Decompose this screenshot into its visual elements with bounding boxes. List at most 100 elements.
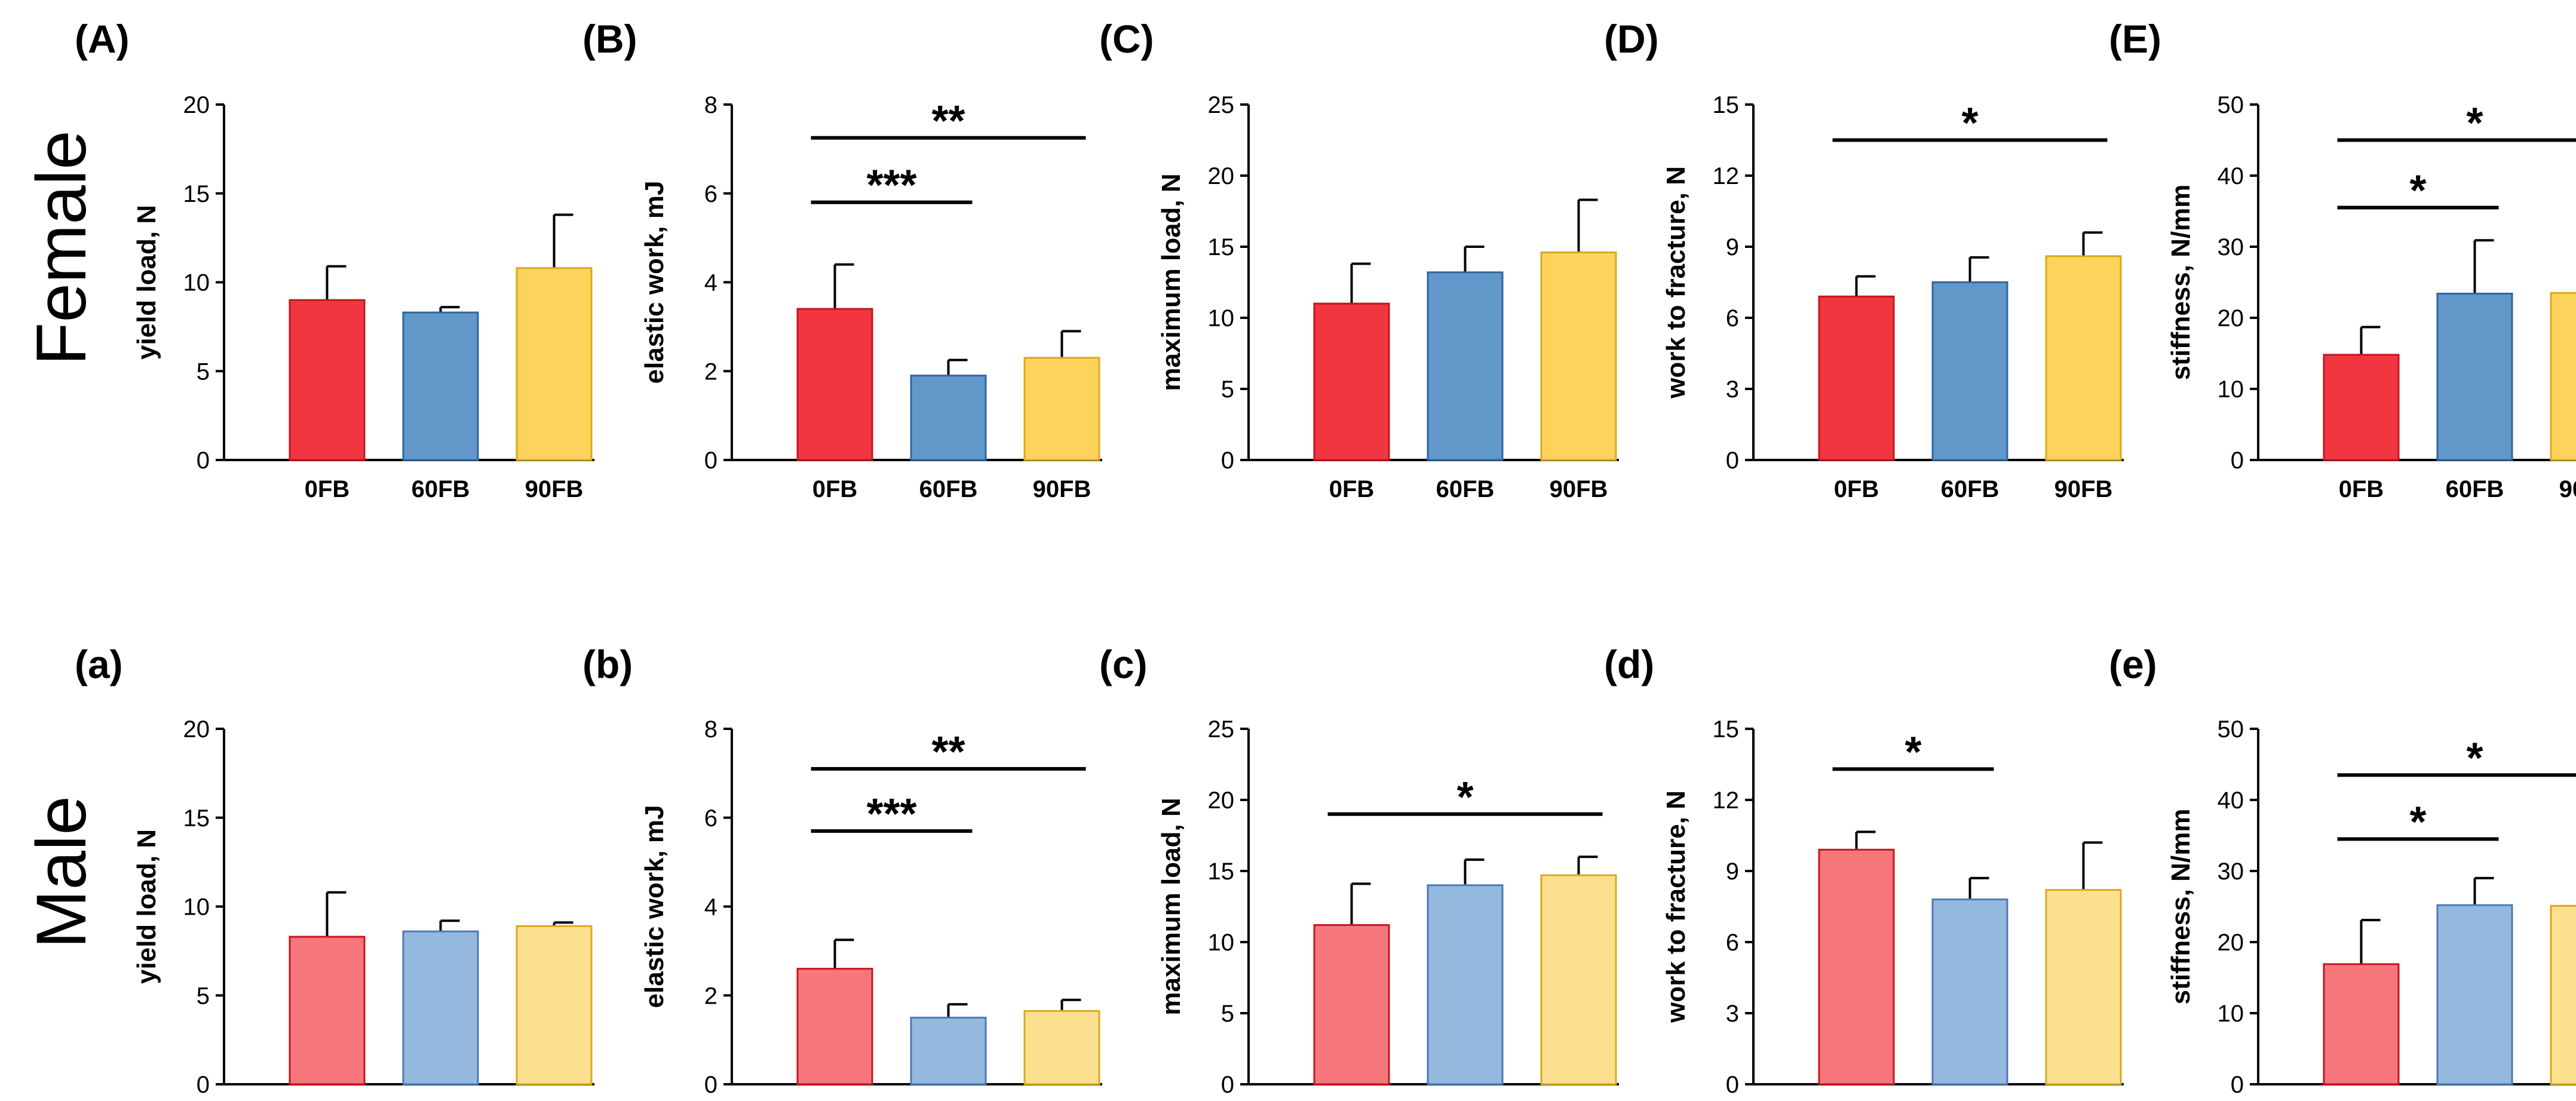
x-tick-label: 0FB: [812, 476, 858, 502]
bar-90FB: [516, 267, 593, 461]
x-tick-label: 90FB: [1550, 476, 1608, 502]
panel-C: (C) maximum load, N 0 5 10 15 20 25 0FB 60FB 90FB: [1099, 17, 1619, 502]
y-tick-label: 20: [1208, 163, 1235, 189]
y-axis-title: work to fracture, N: [1661, 166, 1691, 399]
y-tick-label: 10: [1208, 305, 1235, 332]
y-tick-label: 30: [2218, 858, 2244, 885]
panel-label: (e): [2109, 642, 2157, 686]
significance-label: ***: [866, 790, 916, 838]
y-tick-label: 6: [1726, 930, 1739, 956]
bar-0FB: [2323, 354, 2400, 461]
y-tick-label: 9: [1726, 234, 1739, 260]
y-tick-label: 50: [2218, 716, 2244, 743]
y-tick-label: 50: [2218, 92, 2244, 118]
y-tick-label: 0: [1221, 447, 1234, 474]
y-tick-label: 15: [183, 181, 210, 207]
y-axis-title: elastic work, mJ: [640, 805, 669, 1008]
y-tick-label: 10: [183, 270, 210, 296]
y-axis-title: maximum load, N: [1157, 798, 1186, 1015]
x-tick-label: 90FB: [2559, 476, 2576, 502]
x-tick-label: 60FB: [919, 476, 978, 502]
y-tick-label: 20: [1208, 787, 1235, 814]
y-tick-label: 0: [1726, 1072, 1739, 1098]
y-tick-label: 8: [704, 92, 717, 118]
significance-label: ***: [866, 162, 916, 210]
y-tick-label: 20: [183, 92, 210, 118]
panel-label: (D): [1604, 17, 1659, 61]
y-tick-label: 0: [704, 447, 717, 474]
y-axis-title: work to fracture, N: [1661, 790, 1691, 1023]
x-tick-label: 60FB: [2446, 476, 2504, 502]
row-label-female: Female: [22, 130, 101, 365]
x-tick-label: 0FB: [1329, 476, 1375, 502]
y-tick-label: 40: [2218, 163, 2244, 189]
bar-0FB: [2323, 963, 2400, 1085]
bar-60FB: [910, 1016, 987, 1085]
y-tick-label: 0: [2231, 1072, 2244, 1098]
y-tick-label: 5: [1221, 1001, 1234, 1027]
y-tick-label: 15: [1208, 234, 1235, 260]
bar-60FB: [402, 311, 479, 461]
x-tick-label: 90FB: [1033, 476, 1091, 502]
y-tick-label: 15: [1713, 92, 1740, 118]
x-tick-label: 0FB: [305, 476, 350, 502]
y-tick-label: 10: [1208, 930, 1235, 956]
y-tick-label: 4: [704, 270, 717, 296]
panel-e: (e)stiffness, N/mm010203040500FB60FB90FB…: [2109, 642, 2576, 1101]
y-tick-label: 10: [183, 894, 210, 921]
bar-90FB: [1540, 874, 1617, 1085]
y-axis-title: stiffness, N/mm: [2166, 185, 2195, 381]
bar-90FB: [1540, 252, 1617, 461]
bar-60FB: [1427, 884, 1504, 1085]
panel-label: (B): [582, 17, 637, 61]
bar-60FB: [1931, 281, 2008, 461]
significance-label: *: [1905, 728, 1921, 776]
bar-90FB: [2045, 889, 2122, 1085]
y-tick-label: 0: [197, 1072, 210, 1098]
bar-60FB: [1427, 271, 1504, 461]
bar-0FB: [1313, 302, 1390, 461]
panel-label: (E): [2109, 17, 2161, 61]
bar-90FB: [1023, 1010, 1100, 1085]
y-tick-label: 3: [1726, 1001, 1739, 1027]
y-tick-label: 6: [704, 181, 717, 207]
y-axis-title: elastic work, mJ: [640, 181, 669, 384]
y-tick-label: 2: [704, 983, 717, 1009]
bar-0FB: [1818, 295, 1895, 461]
y-tick-label: 12: [1713, 163, 1740, 189]
panel-label: (b): [582, 642, 633, 686]
row-label-male: Male: [22, 796, 101, 949]
x-tick-label: 0FB: [2339, 476, 2384, 502]
panel-label: (C): [1099, 17, 1154, 61]
bar-60FB: [1931, 898, 2008, 1085]
bar-0FB: [289, 299, 366, 461]
significance-label: **: [931, 728, 965, 776]
bar-0FB: [796, 968, 873, 1085]
x-tick-label: 90FB: [525, 476, 584, 502]
y-tick-label: 10: [2218, 1001, 2244, 1027]
y-tick-label: 0: [1726, 447, 1739, 474]
bar-0FB: [796, 308, 873, 461]
bar-60FB: [910, 375, 987, 461]
significance-label: *: [2466, 734, 2483, 782]
y-tick-label: 0: [1221, 1072, 1234, 1098]
y-axis-title: stiffness, N/mm: [2166, 809, 2195, 1005]
bar-90FB: [2550, 904, 2576, 1085]
significance-label: *: [2409, 167, 2426, 215]
y-axis-title: yield load, N: [132, 829, 161, 984]
bar-90FB: [1023, 357, 1100, 461]
significance-label: *: [1456, 774, 1473, 821]
y-tick-label: 5: [197, 983, 210, 1009]
y-tick-label: 4: [704, 894, 717, 921]
y-tick-label: 10: [2218, 376, 2244, 403]
bar-0FB: [289, 936, 366, 1085]
bar-0FB: [1313, 924, 1390, 1085]
significance-label: *: [2409, 798, 2426, 846]
y-tick-label: 3: [1726, 376, 1739, 403]
significance-label: *: [2466, 100, 2483, 148]
y-tick-label: 0: [2231, 447, 2244, 474]
